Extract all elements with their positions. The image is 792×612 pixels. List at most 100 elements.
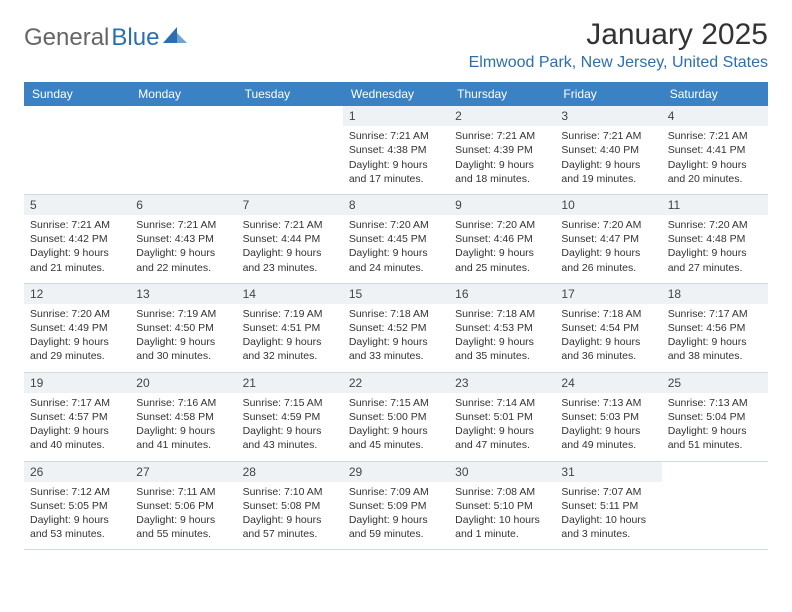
day-header: Thursday bbox=[449, 82, 555, 106]
day-number: 25 bbox=[662, 373, 768, 393]
daylight-line: Daylight: 9 hours and 49 minutes. bbox=[561, 424, 655, 452]
day-number: 29 bbox=[343, 462, 449, 482]
day-number: 22 bbox=[343, 373, 449, 393]
sunrise-line: Sunrise: 7:18 AM bbox=[561, 307, 655, 321]
daylight-line: Daylight: 9 hours and 40 minutes. bbox=[30, 424, 124, 452]
daylight-line: Daylight: 9 hours and 51 minutes. bbox=[668, 424, 762, 452]
sunset-line: Sunset: 4:54 PM bbox=[561, 321, 655, 335]
daylight-line: Daylight: 9 hours and 30 minutes. bbox=[136, 335, 230, 363]
sunset-line: Sunset: 5:08 PM bbox=[243, 499, 337, 513]
day-number: 12 bbox=[24, 284, 130, 304]
day-cell: 4Sunrise: 7:21 AMSunset: 4:41 PMDaylight… bbox=[662, 106, 768, 195]
sunset-line: Sunset: 4:53 PM bbox=[455, 321, 549, 335]
day-number: 23 bbox=[449, 373, 555, 393]
sunrise-line: Sunrise: 7:15 AM bbox=[349, 396, 443, 410]
empty-cell bbox=[237, 106, 343, 195]
day-cell: 6Sunrise: 7:21 AMSunset: 4:43 PMDaylight… bbox=[130, 195, 236, 284]
day-cell: 23 Sunrise: 7:14 AMSunset: 5:01 PMDayligh… bbox=[449, 373, 555, 462]
day-cell: 11Sunrise: 7:20 AMSunset: 4:48 PMDayligh… bbox=[662, 195, 768, 284]
day-cell: 30Sunrise: 7:08 AMSunset: 5:10 PMDayligh… bbox=[449, 462, 555, 551]
calendar-week: 19Sunrise: 7:17 AMSunset: 4:57 PMDayligh… bbox=[24, 373, 768, 462]
daylight-line: Daylight: 10 hours and 3 minutes. bbox=[561, 513, 655, 541]
daylight-line: Daylight: 9 hours and 35 minutes. bbox=[455, 335, 549, 363]
sunrise-line: Sunrise: 7:21 AM bbox=[668, 129, 762, 143]
sunset-line: Sunset: 5:10 PM bbox=[455, 499, 549, 513]
brand-logo: GeneralBlue bbox=[24, 24, 189, 52]
sunrise-line: Sunrise: 7:09 AM bbox=[349, 485, 443, 499]
sunrise-line: Sunrise: 7:15 AM bbox=[243, 396, 337, 410]
sunset-line: Sunset: 4:57 PM bbox=[30, 410, 124, 424]
calendar-week: 1 Sunrise: 7:21 AM Sunset: 4:38 PM Daylight… bbox=[24, 106, 768, 195]
day-cell: 31Sunrise: 7:07 AMSunset: 5:11 PMDayligh… bbox=[555, 462, 661, 551]
day-number: 31 bbox=[555, 462, 661, 482]
day-cell: 15Sunrise: 7:18 AMSunset: 4:52 PMDayligh… bbox=[343, 284, 449, 373]
day-number: 9 bbox=[449, 195, 555, 215]
sunrise-line: Sunrise: 7:14 AM bbox=[455, 396, 549, 410]
calendar-weeks: 1 Sunrise: 7:21 AM Sunset: 4:38 PM Daylight… bbox=[24, 106, 768, 550]
day-cell: 24Sunrise: 7:13 AMSunset: 5:03 PMDayligh… bbox=[555, 373, 661, 462]
sunset-line: Sunset: 5:09 PM bbox=[349, 499, 443, 513]
day-header: Saturday bbox=[662, 82, 768, 106]
day-cell: 17Sunrise: 7:18 AMSunset: 4:54 PMDayligh… bbox=[555, 284, 661, 373]
sunrise-line: Sunrise: 7:20 AM bbox=[30, 307, 124, 321]
sunrise-line: Sunrise: 7:11 AM bbox=[136, 485, 230, 499]
day-number: 18 bbox=[662, 284, 768, 304]
sunset-line: Sunset: 4:44 PM bbox=[243, 232, 337, 246]
sunrise-line: Sunrise: 7:21 AM bbox=[455, 129, 549, 143]
day-number: 4 bbox=[662, 106, 768, 126]
day-cell: 1Sunrise: 7:21 AMSunset: 4:38 PMDaylight… bbox=[343, 106, 449, 195]
day-cell: 16Sunrise: 7:18 AMSunset: 4:53 PMDayligh… bbox=[449, 284, 555, 373]
daylight-line: Daylight: 9 hours and 29 minutes. bbox=[30, 335, 124, 363]
day-cell: 22Sunrise: 7:15 AMSunset: 5:00 PMDayligh… bbox=[343, 373, 449, 462]
day-number: 17 bbox=[555, 284, 661, 304]
empty-cell bbox=[662, 462, 768, 551]
sunset-line: Sunset: 4:46 PM bbox=[455, 232, 549, 246]
title-block: January 2025 Elmwood Park, New Jersey, U… bbox=[469, 18, 768, 72]
day-number: 20 bbox=[130, 373, 236, 393]
calendar-week: 26Sunrise: 7:12 AMSunset: 5:05 PMDayligh… bbox=[24, 462, 768, 551]
daylight-line: Daylight: 9 hours and 57 minutes. bbox=[243, 513, 337, 541]
day-cell: 18Sunrise: 7:17 AMSunset: 4:56 PMDayligh… bbox=[662, 284, 768, 373]
sunset-line: Sunset: 4:43 PM bbox=[136, 232, 230, 246]
sunset-line: Sunset: 4:42 PM bbox=[30, 232, 124, 246]
sunrise-line: Sunrise: 7:08 AM bbox=[455, 485, 549, 499]
day-cell: 21Sunrise: 7:15 AMSunset: 4:59 PMDayligh… bbox=[237, 373, 343, 462]
day-number: 21 bbox=[237, 373, 343, 393]
daylight-line: Daylight: 9 hours and 21 minutes. bbox=[30, 246, 124, 274]
daylight-line: Daylight: 9 hours and 53 minutes. bbox=[30, 513, 124, 541]
day-cell: 3Sunrise: 7:21 AMSunset: 4:40 PMDaylight… bbox=[555, 106, 661, 195]
day-number: 16 bbox=[449, 284, 555, 304]
sunrise-line: Sunrise: 7:10 AM bbox=[243, 485, 337, 499]
sunset-line: Sunset: 4:38 PM bbox=[349, 143, 443, 157]
sunset-line: Sunset: 4:58 PM bbox=[136, 410, 230, 424]
daylight-line: Daylight: 9 hours and 20 minutes. bbox=[668, 158, 762, 186]
daylight-line: Daylight: 9 hours and 33 minutes. bbox=[349, 335, 443, 363]
day-header: Friday bbox=[555, 82, 661, 106]
day-number: 14 bbox=[237, 284, 343, 304]
sunrise-line: Sunrise: 7:07 AM bbox=[561, 485, 655, 499]
sunrise-line: Sunrise: 7:21 AM bbox=[561, 129, 655, 143]
day-cell: 5Sunrise: 7:21 AMSunset: 4:42 PMDaylight… bbox=[24, 195, 130, 284]
sunset-line: Sunset: 4:51 PM bbox=[243, 321, 337, 335]
sunset-line: Sunset: 5:01 PM bbox=[455, 410, 549, 424]
day-cell: 28Sunrise: 7:10 AMSunset: 5:08 PMDayligh… bbox=[237, 462, 343, 551]
daylight-line: Daylight: 9 hours and 26 minutes. bbox=[561, 246, 655, 274]
location-text: Elmwood Park, New Jersey, United States bbox=[469, 54, 768, 72]
daylight-line: Daylight: 9 hours and 27 minutes. bbox=[668, 246, 762, 274]
empty-cell bbox=[130, 106, 236, 195]
sunset-line: Sunset: 4:49 PM bbox=[30, 321, 124, 335]
calendar-week: 5Sunrise: 7:21 AMSunset: 4:42 PMDaylight… bbox=[24, 195, 768, 284]
day-number: 1 bbox=[343, 106, 449, 126]
day-cell: 8Sunrise: 7:20 AMSunset: 4:45 PMDaylight… bbox=[343, 195, 449, 284]
sunset-line: Sunset: 4:56 PM bbox=[668, 321, 762, 335]
daylight-line: Daylight: 9 hours and 47 minutes. bbox=[455, 424, 549, 452]
sunrise-line: Sunrise: 7:16 AM bbox=[136, 396, 230, 410]
daylight-line: Daylight: 9 hours and 45 minutes. bbox=[349, 424, 443, 452]
month-title: January 2025 bbox=[469, 18, 768, 52]
sunrise-line: Sunrise: 7:20 AM bbox=[668, 218, 762, 232]
sunrise-line: Sunrise: 7:12 AM bbox=[30, 485, 124, 499]
daylight-line: Daylight: 10 hours and 1 minute. bbox=[455, 513, 549, 541]
day-header: Monday bbox=[130, 82, 236, 106]
sunrise-line: Sunrise: 7:19 AM bbox=[243, 307, 337, 321]
daylight-line: Daylight: 9 hours and 32 minutes. bbox=[243, 335, 337, 363]
